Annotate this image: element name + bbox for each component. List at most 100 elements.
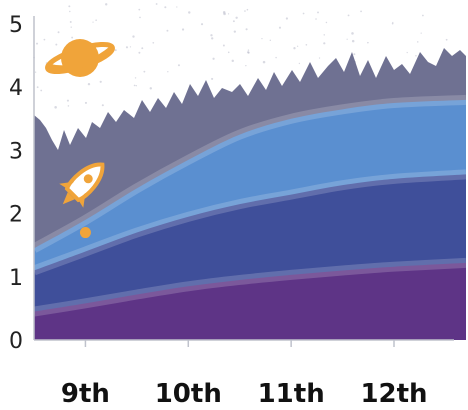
star (129, 46, 132, 48)
data-point-marker (79, 227, 91, 239)
star (212, 57, 215, 60)
area-series-group (31, 94, 467, 340)
star (139, 16, 141, 19)
star (325, 21, 328, 24)
star (262, 60, 266, 64)
star (211, 77, 214, 80)
star (143, 70, 146, 73)
star (114, 49, 117, 52)
star (34, 71, 37, 73)
star (57, 31, 60, 34)
star (36, 42, 39, 45)
star (231, 59, 234, 63)
star (55, 43, 58, 46)
star (247, 51, 250, 54)
star (152, 41, 155, 44)
star (233, 30, 236, 33)
star (99, 80, 102, 83)
x-tick-label: 11th (258, 379, 325, 409)
star (318, 57, 321, 59)
star (40, 89, 43, 92)
star (70, 26, 72, 28)
star (293, 47, 296, 50)
star (67, 105, 70, 107)
star (125, 46, 129, 49)
rocket-window (83, 174, 93, 184)
star (138, 8, 141, 11)
y-tick-label: 4 (9, 76, 23, 101)
rocket-fin-right (78, 192, 86, 208)
star (391, 22, 394, 25)
planet-icon (45, 39, 115, 77)
star (69, 21, 72, 23)
area-series-2-edge (32, 169, 467, 276)
x-tick-label: 10th (155, 379, 222, 409)
star (302, 12, 305, 15)
star (149, 87, 152, 90)
star (323, 42, 326, 45)
star (133, 84, 136, 87)
star (176, 6, 178, 8)
star (210, 34, 213, 37)
star (138, 51, 141, 54)
rocket-body (64, 162, 105, 203)
decorations (45, 39, 115, 239)
star (66, 99, 69, 102)
star (71, 36, 74, 39)
star (261, 38, 263, 40)
star (245, 65, 247, 67)
y-tick-label: 1 (9, 266, 23, 291)
star (43, 38, 46, 41)
star (346, 38, 348, 40)
star (278, 26, 281, 29)
star (227, 51, 230, 54)
star (54, 106, 57, 109)
star (247, 49, 250, 51)
star (166, 29, 169, 32)
area-series-3-edge (31, 94, 467, 253)
star (244, 10, 246, 12)
x-tick-label: 12th (360, 379, 427, 409)
star (323, 34, 325, 36)
star (36, 86, 39, 89)
star (422, 14, 424, 17)
y-tick-label: 5 (9, 13, 23, 38)
y-tick-label: 0 (9, 329, 23, 354)
star (416, 41, 419, 43)
star (155, 3, 158, 5)
star (285, 17, 288, 20)
star (222, 44, 225, 47)
star (92, 21, 94, 23)
star (245, 28, 248, 31)
star (269, 39, 272, 42)
star (246, 8, 249, 11)
star (211, 37, 214, 40)
star (347, 14, 350, 17)
star (317, 11, 319, 14)
rocket-fin-left (59, 181, 75, 189)
star (275, 56, 277, 59)
star (222, 11, 226, 14)
planet-ring-front (45, 45, 115, 71)
star (69, 10, 71, 13)
star (351, 32, 354, 35)
rocket-flame (62, 192, 75, 205)
star (232, 20, 235, 23)
area-series-1-edge (33, 257, 467, 317)
star (315, 18, 317, 20)
star (134, 77, 137, 79)
star (200, 23, 204, 26)
star (353, 53, 356, 56)
star (135, 85, 137, 87)
star (367, 41, 369, 44)
star (87, 82, 91, 86)
star (164, 6, 167, 9)
star (68, 5, 71, 8)
rocket-icon (59, 162, 105, 208)
star (84, 101, 88, 104)
star (360, 10, 362, 13)
axes: 0 1 2 3 4 5 9th 10th 11th 12th (9, 13, 454, 409)
star (420, 32, 422, 34)
star (188, 11, 191, 14)
